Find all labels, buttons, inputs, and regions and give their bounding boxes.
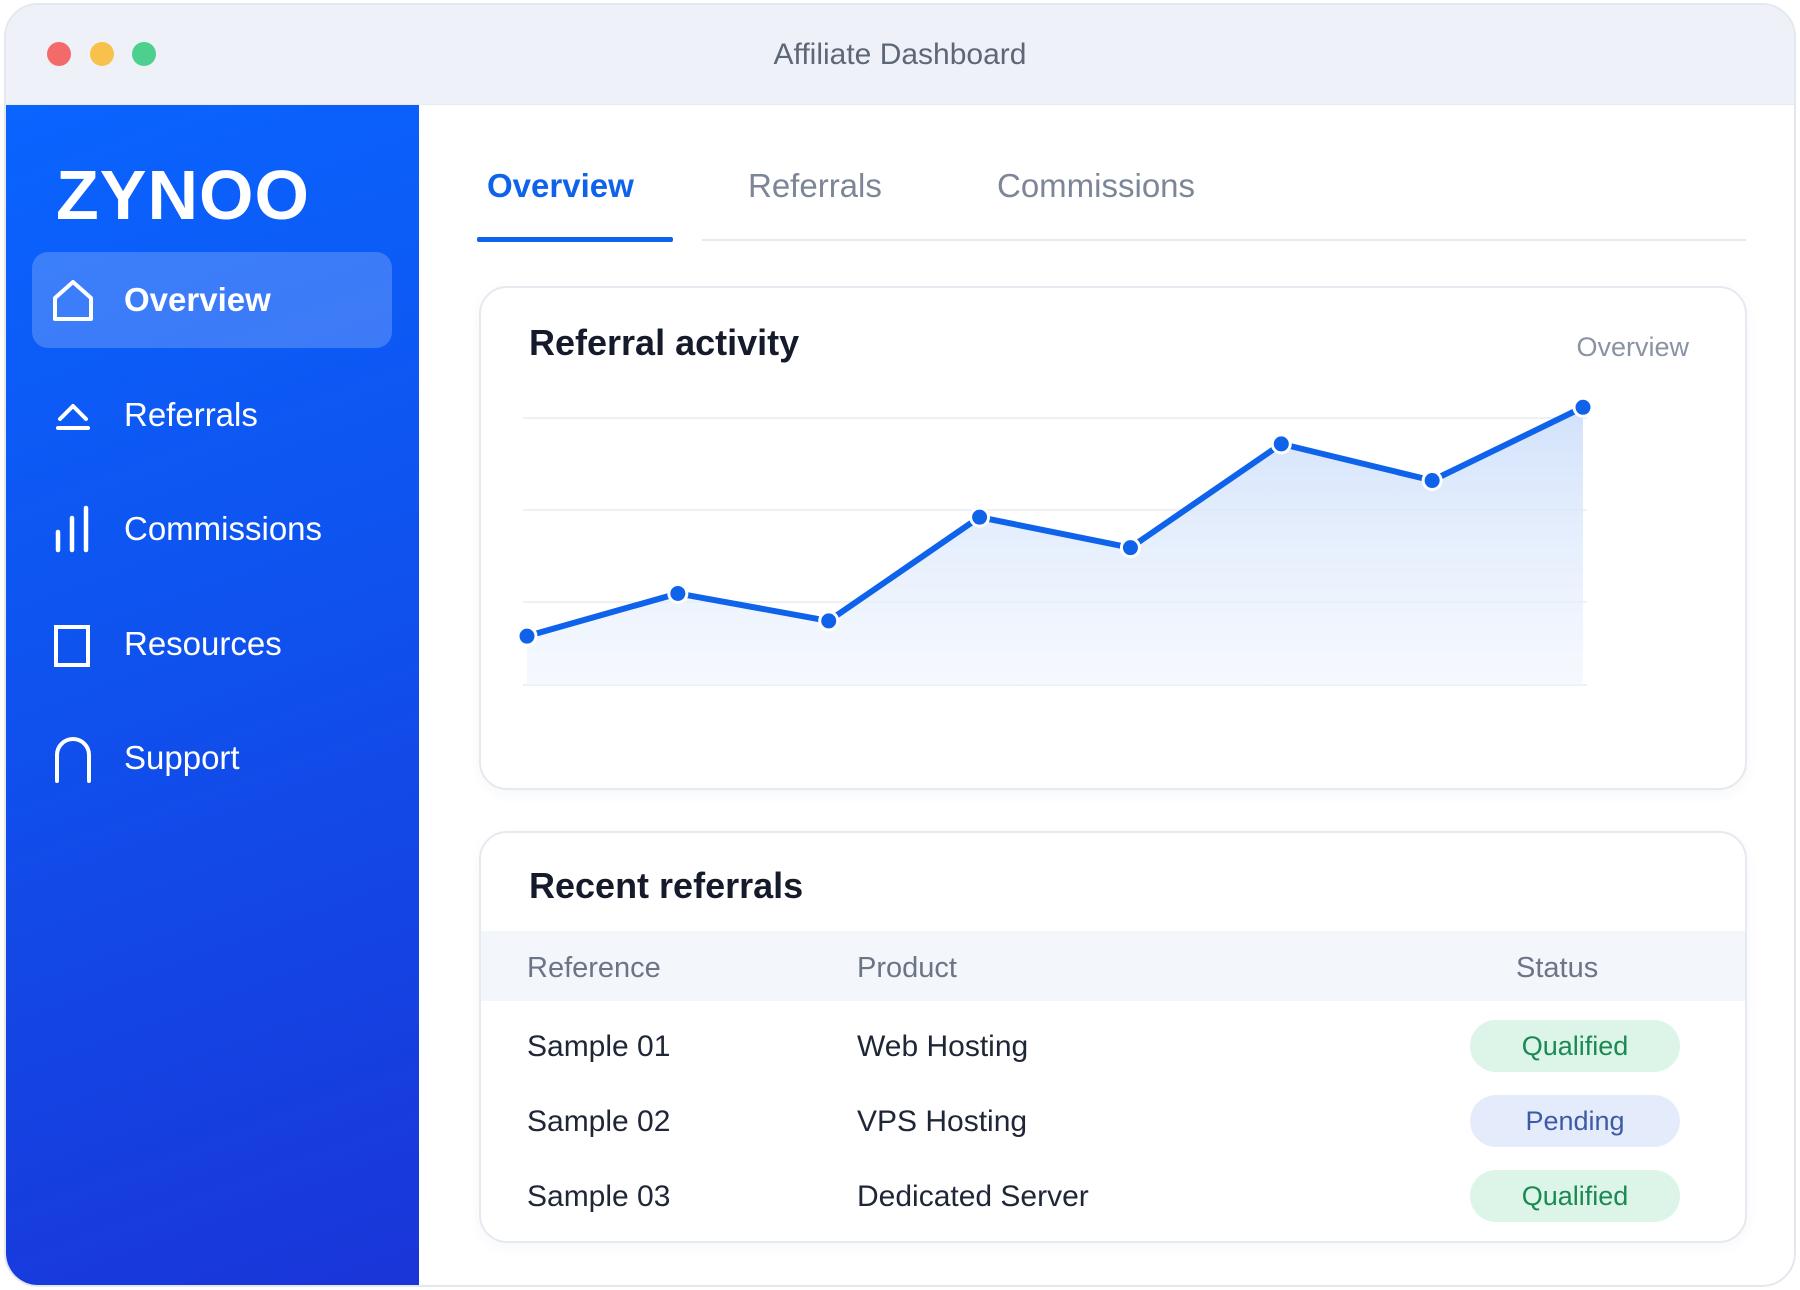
card-title: Referral activity	[529, 322, 800, 363]
arch-icon	[48, 733, 98, 783]
square-icon	[48, 619, 98, 669]
tabs-divider	[702, 239, 1746, 241]
sidebar-item-overview[interactable]: Overview	[32, 252, 392, 348]
status-badge: Qualified	[1470, 1020, 1680, 1072]
chart-data-point	[516, 625, 538, 647]
recent-referrals-card: Recent referrals Reference Product Statu…	[479, 831, 1747, 1243]
chart-data-point	[1119, 537, 1141, 559]
upload-icon	[48, 390, 98, 440]
chart-area-fill	[527, 407, 1583, 685]
chart-series-line	[524, 404, 1586, 640]
main-content: Overview Referrals Commissions Referral …	[419, 105, 1794, 1285]
window-title: Affiliate Dashboard	[773, 38, 1027, 71]
cell-product: Dedicated Server	[857, 1180, 1089, 1213]
active-tab-indicator	[477, 237, 673, 242]
sidebar-item-label: Referrals	[124, 396, 258, 433]
sidebar: ZYNOO Overview Referrals Commissions Res…	[6, 105, 419, 1285]
sidebar-item-label: Resources	[124, 625, 282, 662]
sidebar-item-label: Overview	[124, 281, 271, 318]
app-window: Affiliate Dashboard ZYNOO Overview Refer…	[4, 3, 1796, 1287]
column-header-reference: Reference	[527, 952, 661, 984]
referral-activity-card: Referral activity Overview	[479, 286, 1747, 790]
card-title: Recent referrals	[529, 865, 804, 906]
cell-reference: Sample 02	[527, 1105, 671, 1138]
cell-product: Web Hosting	[857, 1030, 1029, 1063]
sidebar-item-label: Commissions	[124, 510, 323, 547]
table-row[interactable]: Sample 02 VPS Hosting Pending	[481, 1087, 1745, 1162]
chart-data-point	[1421, 470, 1443, 492]
sidebar-item-commissions[interactable]: Commissions	[32, 481, 392, 577]
table-header: Reference Product Status	[481, 931, 1745, 1001]
column-header-product: Product	[857, 952, 957, 984]
home-icon	[48, 275, 98, 325]
chart-data-point	[1270, 433, 1292, 455]
cell-reference: Sample 03	[527, 1180, 671, 1213]
tab-commissions[interactable]: Commissions	[997, 167, 1196, 204]
status-badge: Qualified	[1470, 1170, 1680, 1222]
cell-product: VPS Hosting	[857, 1105, 1028, 1138]
table-row[interactable]: Sample 03 Dedicated Server Qualified	[481, 1162, 1745, 1237]
sidebar-item-label: Support	[124, 739, 240, 776]
referral-activity-chart	[516, 396, 1594, 686]
chart-data-point	[818, 610, 840, 632]
minimize-window-button[interactable]	[90, 42, 114, 66]
chart-data-point	[969, 506, 991, 528]
sidebar-item-support[interactable]: Support	[32, 710, 392, 806]
chart-data-point	[1572, 396, 1594, 418]
tab-referrals[interactable]: Referrals	[748, 167, 882, 204]
sidebar-item-referrals[interactable]: Referrals	[32, 367, 392, 463]
sidebar-item-resources[interactable]: Resources	[32, 596, 392, 692]
tab-overview[interactable]: Overview	[487, 167, 634, 204]
close-window-button[interactable]	[47, 42, 71, 66]
chart-data-point	[667, 582, 689, 604]
bar-chart-icon	[48, 504, 98, 554]
table-row[interactable]: Sample 01 Web Hosting Qualified	[481, 1012, 1745, 1087]
title-bar: Affiliate Dashboard	[6, 5, 1794, 105]
status-badge: Pending	[1470, 1095, 1680, 1147]
brand-logo: ZYNOO	[56, 156, 310, 234]
column-header-status: Status	[1516, 952, 1599, 984]
card-subtitle: Overview	[1576, 332, 1689, 362]
maximize-window-button[interactable]	[132, 42, 156, 66]
cell-reference: Sample 01	[527, 1030, 671, 1063]
